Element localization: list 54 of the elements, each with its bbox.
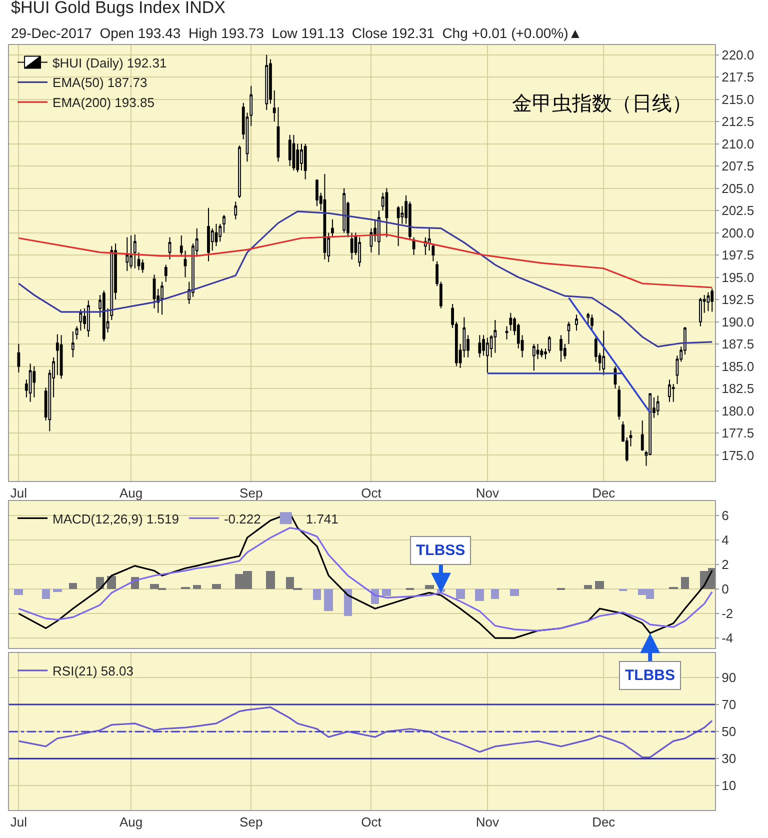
legend-label: MACD(12,26,9) 1.519 (52, 511, 179, 526)
x-tick-label: Dec (592, 486, 616, 501)
legend-label: $HUI (Daily) 192.31 (52, 55, 167, 70)
y-tick-label: 70 (722, 697, 736, 712)
x-tick-label: Aug (119, 814, 143, 830)
legend-label: EMA(50) 187.73 (52, 75, 148, 90)
y-tick-label: 187.5 (722, 336, 754, 352)
x-tick-label: Sep (240, 486, 263, 501)
y-tick-label: 4 (722, 532, 729, 548)
y-tick-label: 6 (722, 508, 729, 524)
y-tick-label: 200.0 (722, 225, 754, 240)
y-tick-label: 2 (722, 557, 729, 572)
x-tick-label: Jul (10, 486, 28, 501)
x-tick-label: Aug (119, 486, 143, 501)
legend-label: 1.741 (306, 511, 338, 526)
y-tick-label: 182.5 (722, 381, 754, 396)
y-tick-label: 190.0 (722, 314, 754, 330)
y-tick-label: 202.5 (722, 203, 754, 218)
x-tick-label: Sep (240, 814, 263, 830)
legend-label: RSI(21) 58.03 (52, 663, 134, 678)
y-tick-label: 210.0 (722, 136, 754, 152)
annotation: TLBBS (625, 667, 675, 684)
y-tick-label: 197.5 (722, 248, 754, 263)
x-tick-label: Jul (10, 814, 28, 830)
x-tick-label: Dec (592, 814, 616, 830)
y-tick-label: 180.0 (722, 403, 754, 418)
y-tick-label: 220.0 (722, 47, 754, 62)
y-tick-label: 192.5 (722, 292, 754, 308)
y-tick-label: -4 (722, 630, 734, 646)
y-tick-label: 10 (722, 778, 736, 794)
legend-label: -0.222 (224, 511, 261, 526)
x-tick-label: Oct (361, 486, 382, 501)
y-tick-label: 177.5 (722, 426, 754, 441)
y-tick-label: 50 (722, 724, 736, 740)
annotation: TLBSS (416, 542, 466, 559)
chart-title: $HUI Gold Bugs Index INDX (11, 0, 226, 17)
y-tick-label: 215.0 (722, 92, 754, 107)
y-tick-label: 217.5 (722, 70, 754, 85)
y-tick-label: 195.0 (722, 270, 754, 285)
y-tick-label: 212.5 (722, 114, 754, 130)
y-tick-label: 185.0 (722, 358, 754, 374)
y-tick-label: 90 (722, 670, 736, 686)
legend-label: EMA(200) 193.85 (52, 95, 154, 110)
y-tick-label: 207.5 (722, 158, 754, 174)
y-tick-label: 0 (722, 582, 729, 597)
annotation: 金甲虫指数（日线） (512, 91, 692, 115)
y-tick-label: 205.0 (722, 180, 754, 196)
y-tick-label: 175.0 (722, 448, 754, 463)
x-tick-label: Nov (476, 814, 500, 830)
x-tick-label: Nov (476, 486, 500, 501)
y-tick-label: -2 (722, 606, 734, 622)
x-tick-label: Oct (361, 814, 382, 830)
y-tick-label: 30 (722, 751, 736, 766)
chart-subtitle: 29-Dec-2017 Open 193.43 High 193.73 Low 191.13 Close 192.31 Chg +0.01 (+0.00%)▲ (11, 25, 582, 41)
